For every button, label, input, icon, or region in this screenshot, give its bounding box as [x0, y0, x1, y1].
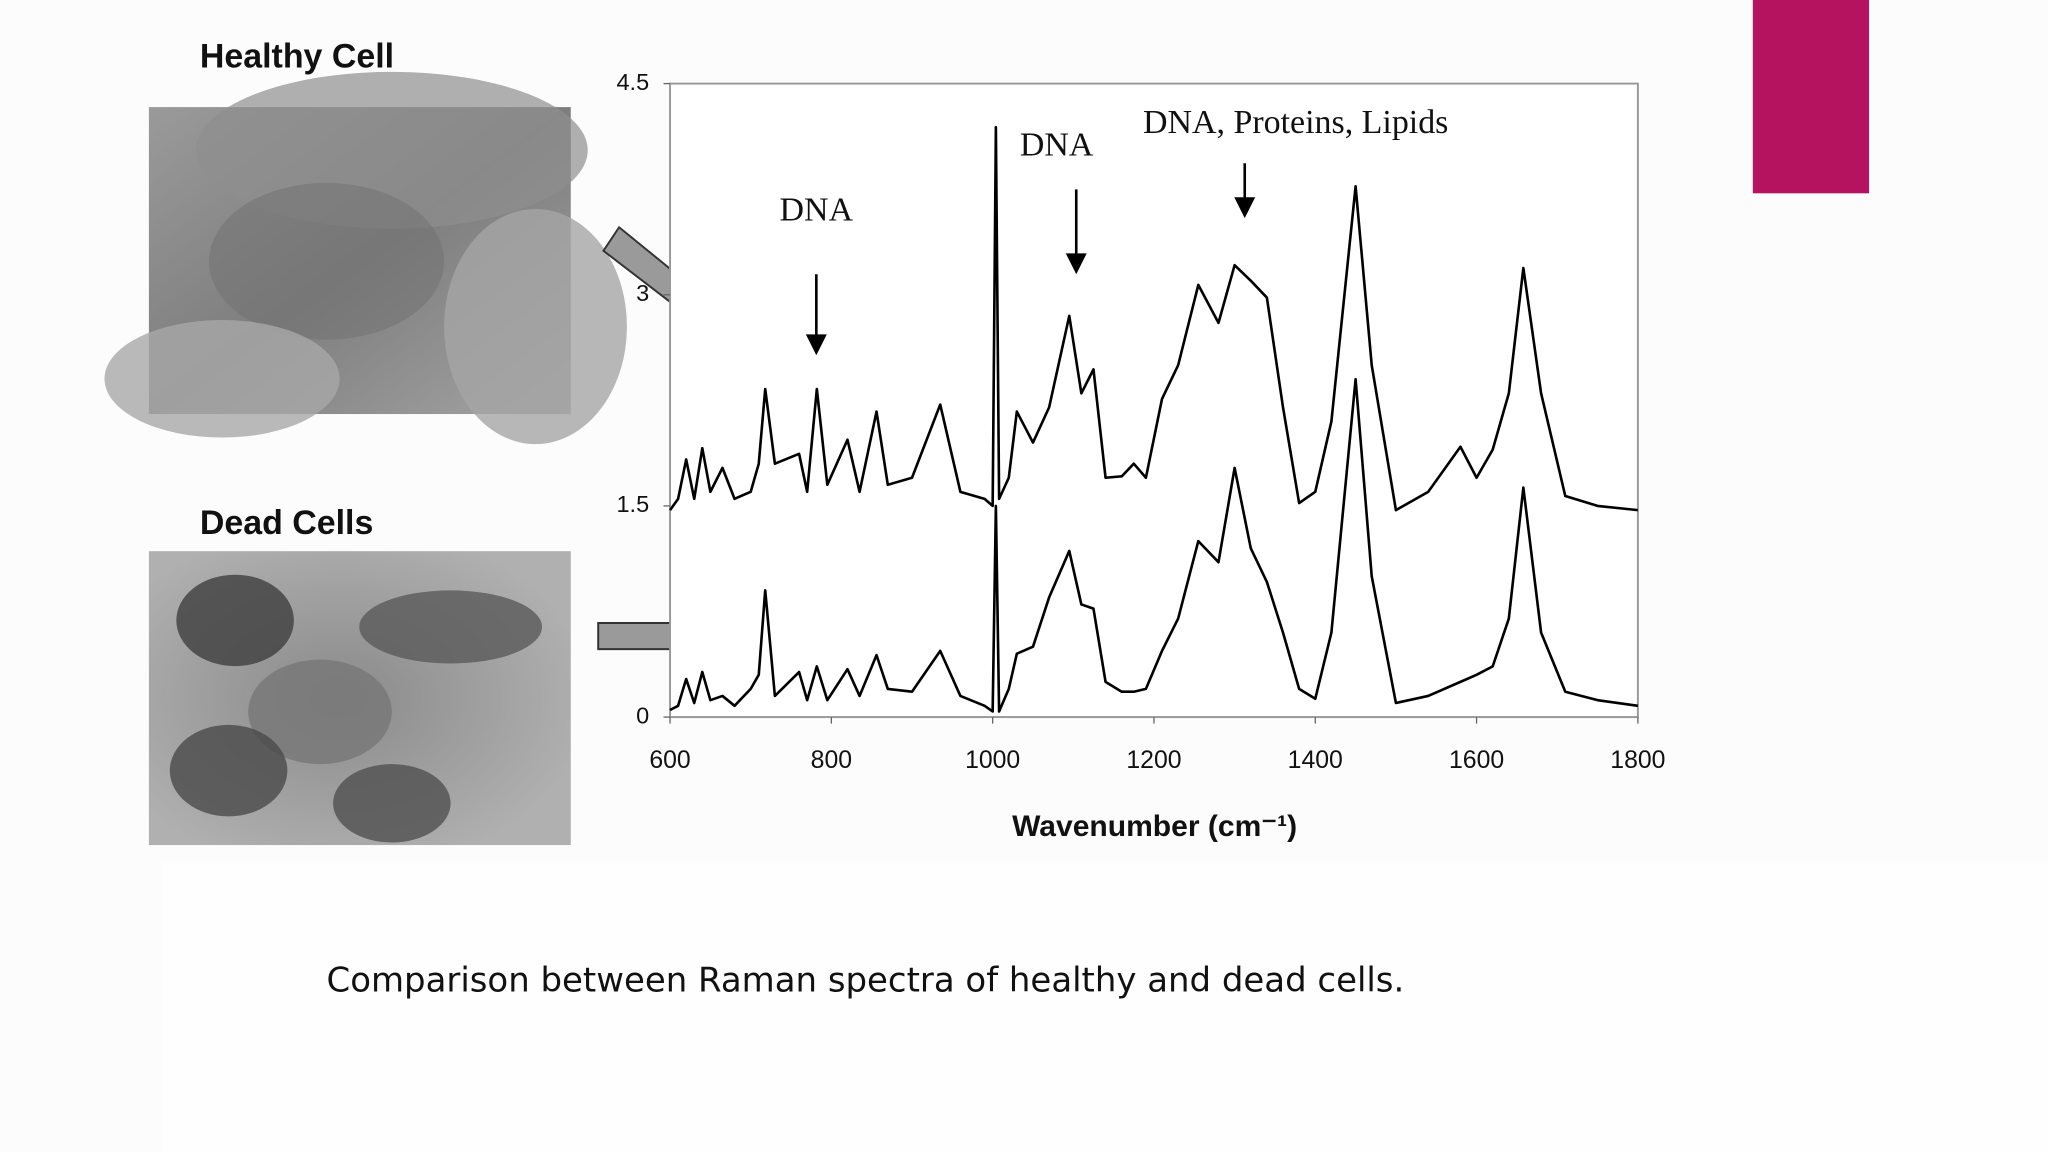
spectrum-line: [669, 377, 1639, 713]
x-tick-label: 800: [811, 747, 852, 774]
annotation: DNA: [780, 192, 854, 229]
y-tick-label: 4.5: [616, 69, 649, 95]
y-tick-label: 0: [636, 702, 649, 728]
plot-frame: [669, 82, 1639, 719]
dead-cells-image: [148, 551, 571, 846]
healthy-cell-image: [104, 71, 627, 445]
annotation-arrowhead: [1234, 197, 1256, 219]
x-tick-label: 1600: [1449, 747, 1504, 774]
accent-block: [1752, 0, 1870, 194]
annotation: DNA: [1020, 126, 1094, 163]
x-tick-label: 1200: [1126, 747, 1181, 774]
caption: Comparison between Raman spectra of heal…: [327, 961, 1405, 1001]
x-tick-label: 600: [649, 747, 690, 774]
annotation-arrowhead: [805, 334, 827, 356]
panel-label: Healthy Cell: [200, 38, 394, 76]
annotation-arrowhead: [1065, 253, 1087, 275]
panel-label: Dead Cells: [200, 504, 374, 542]
panel: [161, 862, 2048, 1152]
x-axis-label: Wavenumber (cm⁻¹): [1012, 810, 1297, 843]
x-tick-label: 1000: [965, 747, 1020, 774]
spectrum-line: [668, 125, 1639, 512]
x-tick-label: 1400: [1288, 747, 1343, 774]
x-tick-label: 1800: [1610, 747, 1665, 774]
y-tick-label: 3: [636, 280, 649, 306]
annotation: DNA, Proteins, Lipids: [1143, 104, 1448, 141]
y-tick-label: 1.5: [616, 491, 649, 517]
